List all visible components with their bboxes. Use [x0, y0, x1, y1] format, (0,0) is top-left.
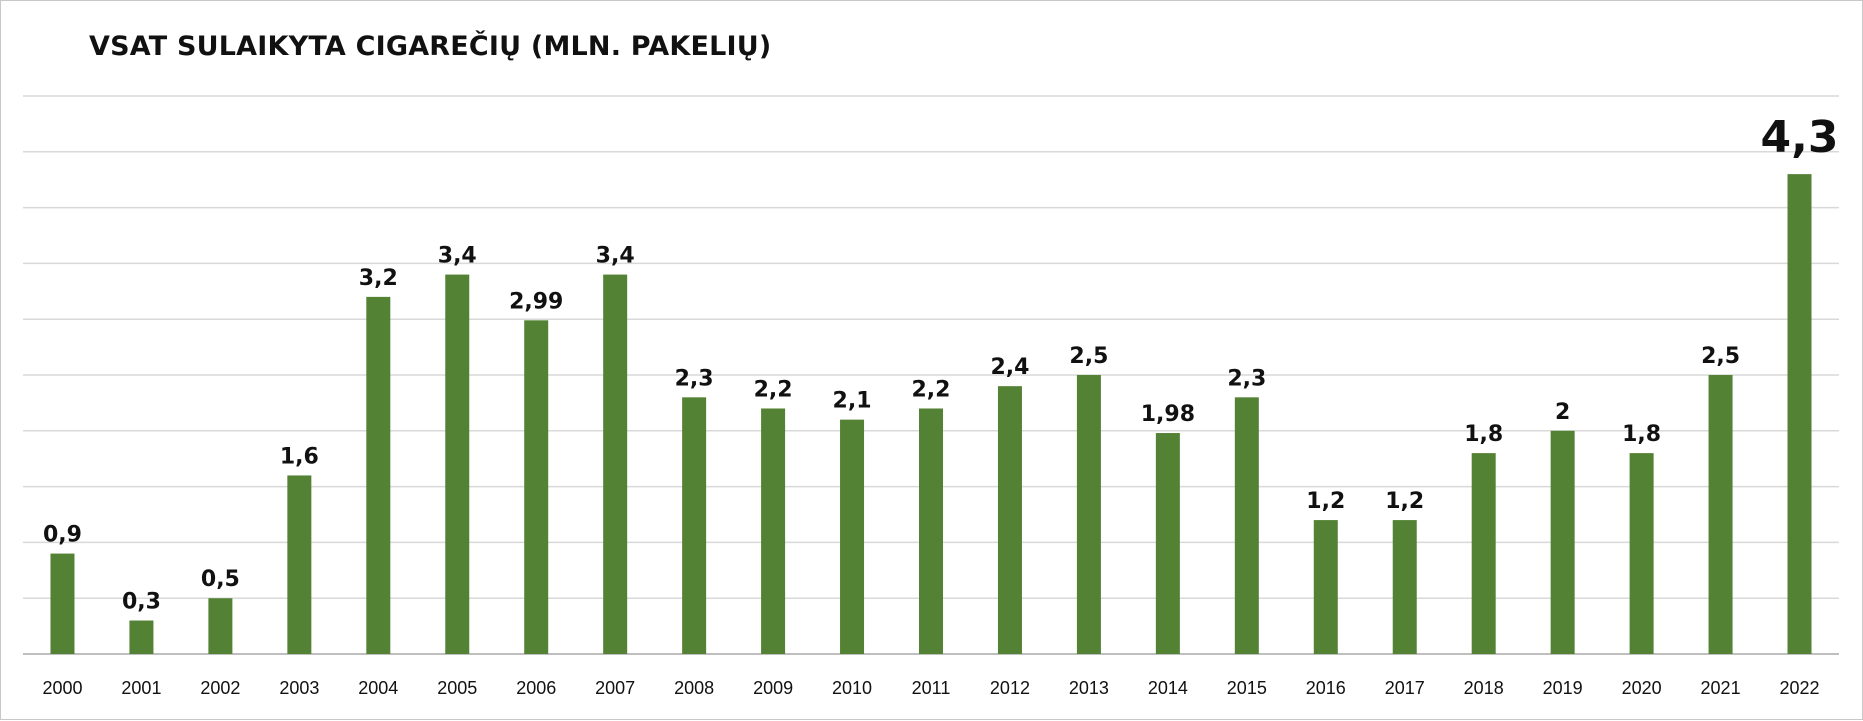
x-tick-2006: 2006: [516, 678, 556, 698]
bar-2015: [1234, 397, 1259, 654]
data-label-2017: 1,2: [1385, 489, 1424, 514]
bar-2010: [840, 419, 865, 654]
bar-2005: [445, 274, 470, 654]
x-tick-2018: 2018: [1464, 678, 1504, 698]
data-label-2009: 2,2: [754, 377, 793, 402]
data-label-2016: 1,2: [1306, 489, 1345, 514]
bar-2017: [1392, 520, 1417, 654]
x-tick-2015: 2015: [1227, 678, 1267, 698]
data-label-2020: 1,8: [1622, 422, 1661, 447]
chart-title: VSAT SULAIKYTA CIGAREČIŲ (MLN. PAKELIŲ): [89, 31, 772, 62]
bar-2004: [366, 296, 391, 654]
x-tick-2022: 2022: [1779, 678, 1819, 698]
data-label-2013: 2,5: [1069, 344, 1108, 369]
x-tick-2002: 2002: [200, 678, 240, 698]
bar-2016: [1313, 520, 1338, 654]
data-label-2018: 1,8: [1464, 422, 1503, 447]
data-label-2002: 0,5: [201, 567, 240, 592]
bar-2021: [1708, 375, 1733, 654]
bar-2012: [997, 386, 1022, 654]
data-label-2015: 2,3: [1227, 366, 1266, 391]
bar-2009: [761, 408, 786, 654]
bar-2002: [208, 598, 233, 654]
data-label-2003: 1,6: [280, 444, 319, 469]
x-tick-2014: 2014: [1148, 678, 1188, 698]
data-label-2014: 1,98: [1141, 402, 1195, 427]
x-tick-2008: 2008: [674, 678, 714, 698]
bar-2014: [1155, 433, 1180, 654]
data-label-2010: 2,1: [833, 389, 872, 414]
x-tick-2009: 2009: [753, 678, 793, 698]
bar-2007: [603, 274, 628, 654]
x-tick-2016: 2016: [1306, 678, 1346, 698]
data-label-2007: 3,4: [596, 244, 635, 269]
bar-2019: [1550, 430, 1575, 654]
x-tick-2021: 2021: [1701, 678, 1741, 698]
data-label-2021: 2,5: [1701, 344, 1740, 369]
x-tick-2004: 2004: [358, 678, 398, 698]
x-tick-2017: 2017: [1385, 678, 1425, 698]
x-tick-2003: 2003: [279, 678, 319, 698]
bar-2001: [129, 620, 154, 654]
x-tick-2012: 2012: [990, 678, 1030, 698]
x-tick-2007: 2007: [595, 678, 635, 698]
data-label-2001: 0,3: [122, 590, 161, 615]
bar-2000: [50, 553, 75, 654]
data-label-2006: 2,99: [509, 289, 563, 314]
bar-2008: [682, 397, 707, 654]
data-label-2022: 4,3: [1761, 112, 1839, 163]
bar-2013: [1076, 375, 1101, 654]
x-tick-2010: 2010: [832, 678, 872, 698]
data-label-2000: 0,9: [43, 523, 82, 548]
data-label-2004: 3,2: [359, 266, 398, 291]
x-tick-2011: 2011: [912, 678, 951, 698]
data-label-2012: 2,4: [990, 355, 1029, 380]
bar-2018: [1471, 453, 1496, 654]
x-tick-2005: 2005: [437, 678, 477, 698]
x-tick-2019: 2019: [1543, 678, 1583, 698]
x-tick-2020: 2020: [1622, 678, 1662, 698]
data-label-2005: 3,4: [438, 244, 477, 269]
bar-2022: [1787, 174, 1812, 654]
bar-2011: [919, 408, 943, 654]
x-tick-2000: 2000: [42, 678, 82, 698]
data-label-2011: 2,2: [912, 377, 951, 402]
x-tick-2013: 2013: [1069, 678, 1109, 698]
data-label-2019: 2: [1555, 400, 1570, 425]
bar-2003: [287, 475, 312, 654]
data-label-2008: 2,3: [675, 366, 714, 391]
x-tick-2001: 2001: [121, 678, 161, 698]
bar-2006: [524, 320, 549, 654]
bar-2020: [1629, 453, 1654, 654]
